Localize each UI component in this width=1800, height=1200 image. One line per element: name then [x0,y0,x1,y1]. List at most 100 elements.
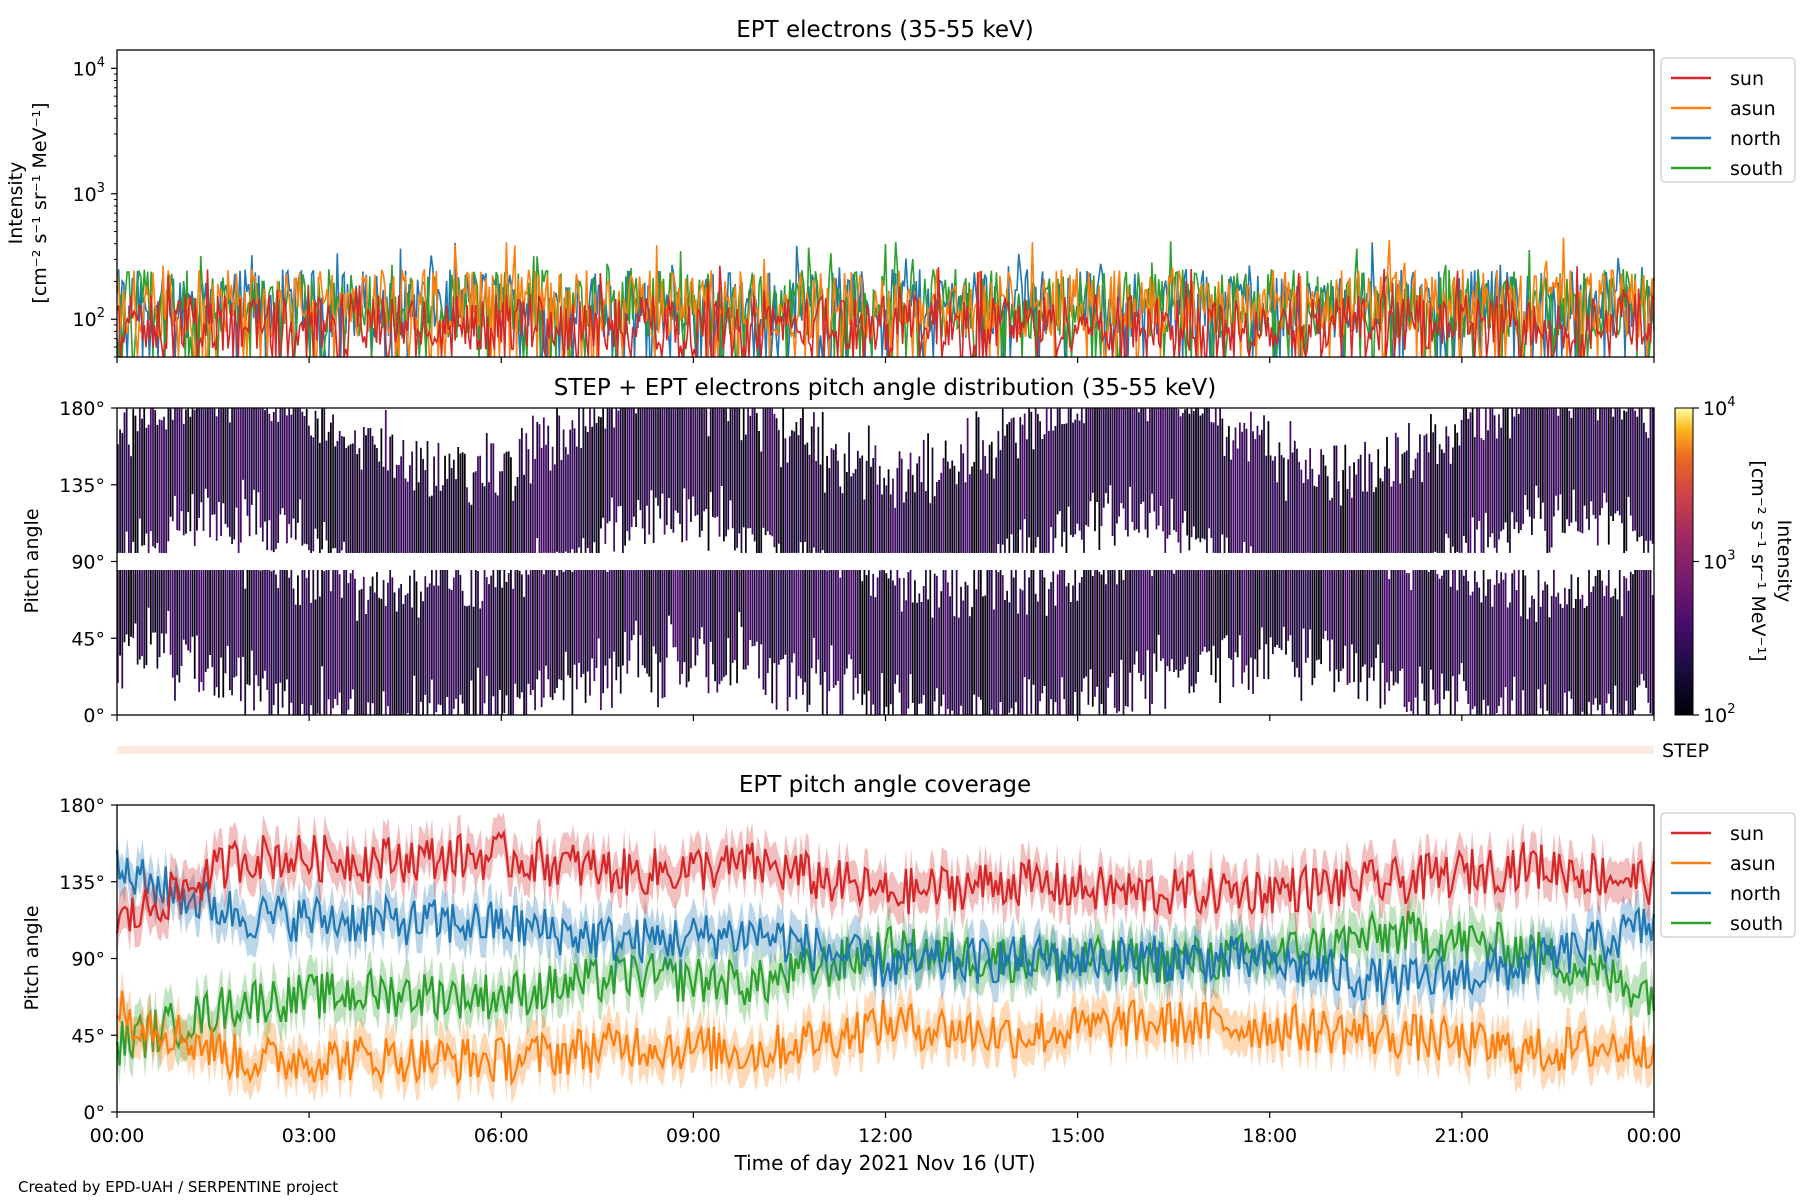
panel-ept-intensity: EPT electrons (35-55 keV) 102 103 104 Inte… [5,17,1796,367]
pad-cell [679,408,681,525]
pad-cell [189,570,192,653]
pad-cell [1612,596,1615,715]
pad-cell [373,444,376,553]
coverage-band-asun [117,970,1654,1104]
pad-cell [630,570,633,641]
pad-cell [455,479,457,553]
pad-cell [652,408,655,543]
x-axis-ticks: 00:00 03:00 06:00 09:00 12:00 15:00 18:00 21:00… [90,357,1681,1147]
pad-cell [547,570,550,680]
pad-cell [734,408,736,551]
pad-cell [316,570,319,714]
pad-cell [843,453,846,553]
pad-cell [718,570,721,685]
pad-cell [791,570,793,663]
pad-cell [659,408,662,519]
pad-cell [1640,570,1643,675]
pad-cell [1353,462,1355,553]
pad-cell [152,570,154,633]
pad-cell [957,471,960,553]
pad-cell [773,414,776,548]
pad-cell [503,570,506,714]
pad-cell [1170,408,1173,499]
pad-cell [268,570,271,715]
pad-cell [1634,570,1636,711]
pad-cell [1408,423,1410,553]
pad-cell [712,408,714,517]
pad-cell [483,570,486,704]
pad-cell [1043,577,1046,686]
pad-cell [1019,588,1022,715]
pad-cell [944,570,947,715]
pad-cell [769,570,771,659]
pad-cell [222,570,225,698]
pad-cell [698,570,701,639]
pad-cell [1129,408,1131,487]
pad-cell [777,570,780,665]
pad-cell [1118,408,1121,517]
pad-cell [1364,441,1366,553]
y-tick-label: 103 [73,181,105,206]
pad-cell [384,410,387,553]
pad-cell [1179,416,1182,553]
pad-cell [527,449,530,553]
pad-cell [824,492,826,553]
pad-cell [813,412,815,548]
pad-cell [332,414,334,549]
pad-cell [1155,570,1158,672]
pad-cell [1592,586,1595,705]
pad-cell [628,570,631,661]
pad-cell [995,570,998,715]
pad-cell [1265,570,1268,645]
pad-cell [709,408,712,493]
pad-cell [551,570,554,700]
pad-cell [1296,570,1298,668]
pad-cell [1322,570,1325,639]
pad-cell [301,570,304,704]
pad-cell [606,571,609,689]
y-tick-label: 45° [71,628,105,650]
pad-cell [1583,408,1586,506]
pad-cell [1577,408,1579,532]
pad-cell [806,442,809,553]
pad-cell [1298,461,1301,553]
pad-cell [286,415,288,544]
pad-cell [769,408,771,535]
pad-cell [1258,435,1261,553]
pad-cell [1168,570,1171,672]
pad-cell [845,472,848,553]
pad-cell [1498,583,1500,706]
pad-cell [1599,570,1601,705]
pad-cell [288,577,291,715]
pad-cell [1296,448,1298,553]
pad-cell [527,574,530,684]
legend-box [1660,57,1796,183]
pad-cell [674,408,677,511]
pad-cell [1432,570,1434,690]
pad-cell [727,421,730,530]
pad-cell [1401,570,1404,669]
pad-cell [1504,572,1507,688]
pad-cell [1610,408,1612,517]
pad-cell [881,570,883,674]
pad-cell [483,486,486,553]
pad-cell [1151,576,1153,705]
pad-cell [1058,408,1061,512]
pad-cell [1359,454,1362,553]
pad-cell [1638,570,1641,686]
pad-cell [547,425,550,553]
pad-cell [690,570,692,669]
pad-cell [1072,422,1074,538]
pad-cell [1368,570,1371,678]
pad-cell [253,570,255,711]
pad-cell [591,570,594,659]
pad-cell [942,570,945,695]
pad-cell [1221,570,1224,641]
pad-cell [611,408,613,498]
pad-cell [821,570,824,715]
pad-cell [953,465,956,553]
pad-cell [290,570,293,703]
pad-cell [1254,570,1257,660]
pad-cell [360,589,363,715]
y-tick-label: 135° [59,872,105,894]
